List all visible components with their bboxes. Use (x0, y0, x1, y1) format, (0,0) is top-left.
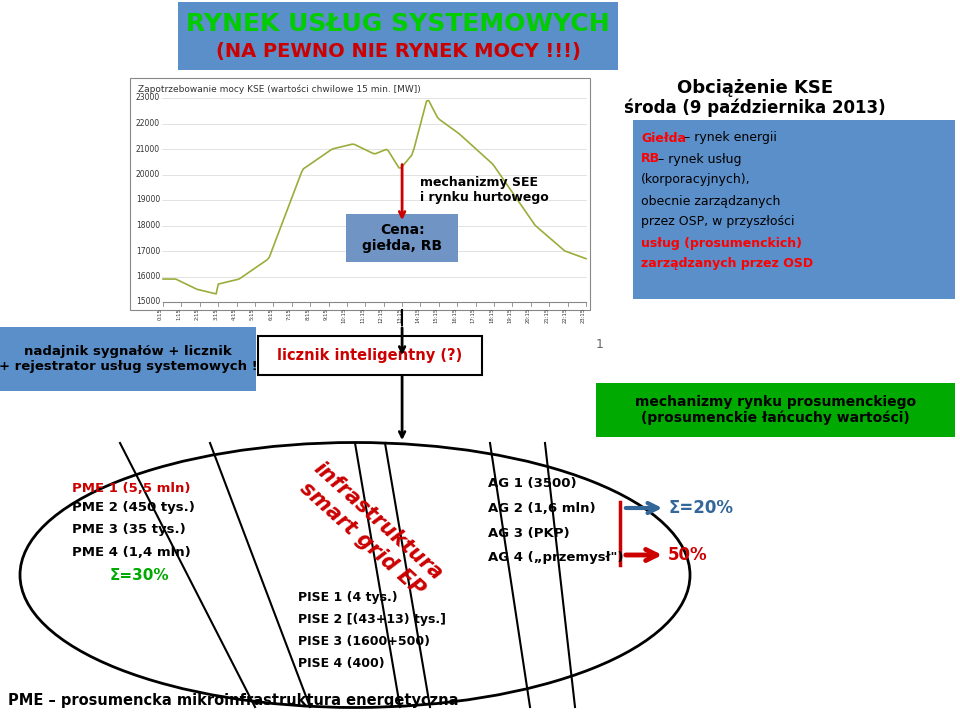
Text: 18000: 18000 (136, 221, 160, 230)
Text: 21000: 21000 (136, 145, 160, 153)
Text: usług (prosumenckich): usług (prosumenckich) (641, 237, 802, 250)
FancyBboxPatch shape (130, 78, 590, 310)
Text: nadajnik sygnałów + licznik
+ rejestrator usług systemowych !: nadajnik sygnałów + licznik + rejestrato… (0, 345, 257, 373)
Text: Σ=20%: Σ=20% (668, 499, 733, 517)
Text: 5:15: 5:15 (250, 308, 255, 320)
Text: 10:15: 10:15 (342, 308, 347, 323)
Text: infrastruktura
smart grid EP: infrastruktura smart grid EP (294, 458, 446, 602)
Text: AG 1 (3500): AG 1 (3500) (488, 476, 577, 490)
FancyBboxPatch shape (633, 120, 955, 299)
Text: 22000: 22000 (136, 119, 160, 128)
Text: Cena:
giełda, RB: Cena: giełda, RB (362, 223, 443, 253)
Text: (korporacyjnych),: (korporacyjnych), (641, 173, 751, 187)
FancyBboxPatch shape (258, 336, 482, 375)
Text: AG 3 (PKP): AG 3 (PKP) (488, 526, 569, 540)
Text: 18:15: 18:15 (489, 308, 494, 323)
Text: 1: 1 (596, 339, 604, 352)
Text: 16000: 16000 (135, 272, 160, 281)
Text: PISE 3 (1600+500): PISE 3 (1600+500) (298, 635, 430, 649)
Text: 19000: 19000 (135, 195, 160, 205)
Text: 19:15: 19:15 (508, 308, 513, 323)
Text: – rynek usług: – rynek usług (654, 153, 741, 165)
Text: AG 4 („przemysł"): AG 4 („przemysł") (488, 551, 623, 565)
Ellipse shape (20, 443, 690, 707)
FancyBboxPatch shape (347, 214, 458, 262)
Text: 22:15: 22:15 (563, 308, 567, 323)
Text: 50%: 50% (668, 546, 708, 564)
Text: PME – prosumencka mikroinfrastruktura energetyczna: PME – prosumencka mikroinfrastruktura en… (8, 692, 459, 707)
Text: 8:15: 8:15 (305, 308, 310, 320)
Text: przez OSP, w przyszłości: przez OSP, w przyszłości (641, 215, 795, 228)
Text: PME 2 (450 tys.): PME 2 (450 tys.) (72, 501, 195, 515)
Text: 14:15: 14:15 (416, 308, 420, 323)
Text: (NA PEWNO NIE RYNEK MOCY !!!): (NA PEWNO NIE RYNEK MOCY !!!) (216, 43, 581, 61)
Text: 9:15: 9:15 (324, 308, 328, 320)
Text: 0:15: 0:15 (158, 308, 163, 320)
Text: 7:15: 7:15 (287, 308, 292, 320)
Text: 3:15: 3:15 (213, 308, 218, 319)
Text: 2:15: 2:15 (195, 308, 200, 320)
Text: licznik inteligentny (?): licznik inteligentny (?) (277, 348, 463, 363)
Text: 16:15: 16:15 (452, 308, 457, 323)
FancyBboxPatch shape (596, 383, 955, 437)
Text: 15000: 15000 (135, 297, 160, 307)
Text: Obciążenie KSE: Obciążenie KSE (677, 79, 833, 97)
Text: – rynek energii: – rynek energii (680, 131, 777, 145)
Text: PME 1 (5,5 mln): PME 1 (5,5 mln) (72, 481, 190, 495)
Text: mechanizmy SEE
i rynku hurtowego: mechanizmy SEE i rynku hurtowego (420, 176, 549, 204)
Text: mechanizmy rynku prosumenckiego
(prosumenckie łańcuchy wartości): mechanizmy rynku prosumenckiego (prosume… (635, 394, 916, 426)
Text: AG 2 (1,6 mln): AG 2 (1,6 mln) (488, 501, 595, 515)
Text: RYNEK USŁUG SYSTEMOWYCH: RYNEK USŁUG SYSTEMOWYCH (186, 12, 610, 36)
Text: PISE 4 (400): PISE 4 (400) (298, 657, 385, 670)
Text: środa (9 października 2013): środa (9 października 2013) (624, 98, 886, 117)
Text: 23:15: 23:15 (581, 308, 586, 323)
Text: 12:15: 12:15 (378, 308, 384, 323)
Text: 4:15: 4:15 (231, 308, 236, 320)
Text: 15:15: 15:15 (434, 308, 439, 323)
Text: 6:15: 6:15 (269, 308, 274, 320)
Text: 17:15: 17:15 (470, 308, 475, 323)
Text: 11:15: 11:15 (360, 308, 366, 323)
Text: PISE 1 (4 tys.): PISE 1 (4 tys.) (298, 592, 397, 605)
Text: Zapotrzebowanie mocy KSE (wartości chwilowe 15 min. [MW]): Zapotrzebowanie mocy KSE (wartości chwil… (138, 84, 420, 93)
Text: PISE 2 [(43+13) tys.]: PISE 2 [(43+13) tys.] (298, 613, 446, 627)
Text: zarządzanych przez OSD: zarządzanych przez OSD (641, 257, 813, 270)
Text: 23000: 23000 (135, 93, 160, 103)
Text: PME 4 (1,4 mln): PME 4 (1,4 mln) (72, 545, 191, 558)
Text: RB: RB (641, 153, 660, 165)
Text: 1:15: 1:15 (177, 308, 181, 320)
Text: 20:15: 20:15 (526, 308, 531, 323)
Text: 13:15: 13:15 (397, 308, 402, 323)
Text: 17000: 17000 (135, 247, 160, 255)
FancyBboxPatch shape (178, 2, 618, 70)
Text: 21:15: 21:15 (544, 308, 549, 323)
Text: Σ=30%: Σ=30% (110, 568, 170, 583)
Text: obecnie zarządzanych: obecnie zarządzanych (641, 195, 780, 207)
Text: Giełda: Giełda (641, 131, 686, 145)
FancyBboxPatch shape (0, 327, 256, 391)
Text: PME 3 (35 tys.): PME 3 (35 tys.) (72, 523, 185, 536)
Text: 20000: 20000 (135, 170, 160, 179)
